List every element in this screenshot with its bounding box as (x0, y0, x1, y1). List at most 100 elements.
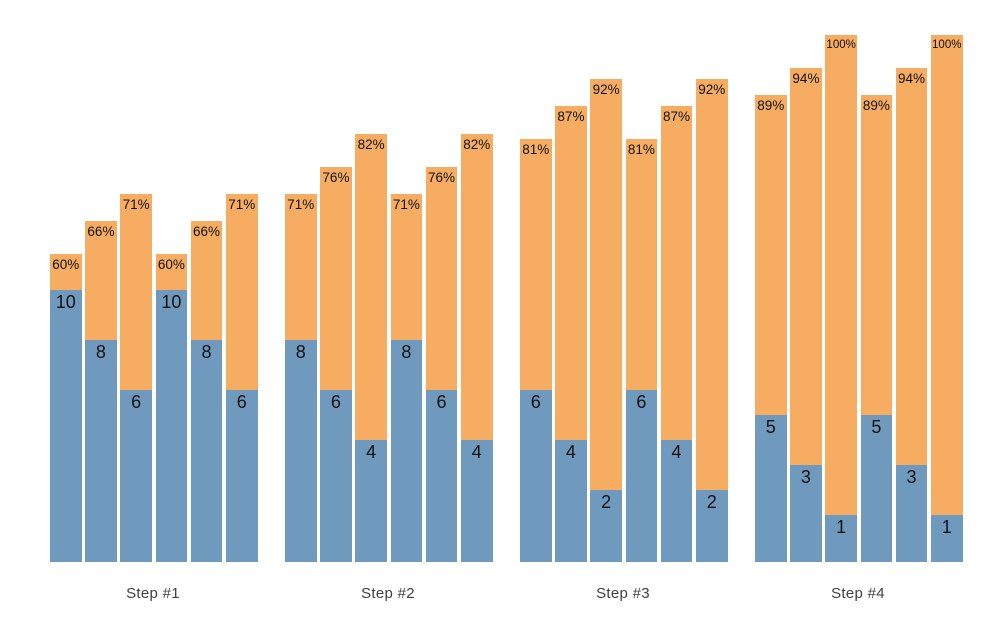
blue-segment (461, 439, 493, 562)
blue-segment (660, 439, 693, 562)
bar-total-pct-label: 87% (663, 109, 691, 125)
stacked-bar-g4-b1: 89% 5 (755, 95, 787, 562)
bar-blue-value-label: 8 (401, 341, 412, 362)
bar-blue-value-label: 6 (236, 391, 247, 412)
bar-blue-value-label: 3 (800, 466, 811, 487)
bar-total-pct-label: 92% (698, 81, 726, 97)
bar-total-pct-label: 81% (522, 142, 550, 158)
bar-total-pct-label: 71% (122, 196, 150, 212)
bar-blue-value-label: 6 (530, 391, 541, 412)
stacked-bar-g4-b5: 94% 3 (895, 67, 928, 562)
bar-blue-value-label: 4 (565, 441, 576, 462)
blue-segment (520, 389, 552, 562)
bar-blue-value-label: 2 (601, 491, 612, 512)
stacked-bar-g3-b4: 81% 6 (625, 139, 658, 562)
blue-segment (696, 489, 728, 562)
stacked-bar-g2-b5: 76% 6 (425, 166, 458, 562)
bar-total-pct-label: 66% (193, 224, 221, 240)
blue-segment (860, 414, 893, 562)
bar-blue-value-label: 1 (941, 517, 952, 537)
group-label-step-2: Step #2 (361, 585, 415, 602)
blue-segment (625, 389, 658, 562)
stacked-bar-g3-b6: 92% 2 (696, 78, 728, 562)
bar-blue-value-label: 1 (836, 517, 847, 537)
blue-segment (355, 439, 387, 562)
bar-blue-value-label: 5 (871, 416, 882, 437)
blue-segment (120, 389, 152, 562)
bar-total-pct-label: 71% (287, 196, 315, 212)
blue-segment (590, 489, 622, 562)
bar-blue-value-label: 8 (295, 341, 306, 362)
bar-blue-value-label: 8 (95, 341, 106, 362)
bar-total-pct-label: 92% (592, 81, 620, 97)
stacked-bar-g2-b4: 71% 8 (390, 193, 423, 562)
bar-total-pct-label: 94% (792, 70, 820, 86)
blue-segment (190, 339, 223, 562)
blue-segment (320, 389, 352, 562)
bar-total-pct-label: 81% (627, 142, 655, 158)
bar-total-pct-label: 71% (228, 196, 256, 212)
bar-blue-value-label: 5 (765, 416, 776, 437)
bar-blue-value-label: 6 (436, 391, 447, 412)
bar-total-pct-label: 60% (157, 257, 185, 273)
stacked-bar-g1-b5: 66% 8 (190, 221, 223, 562)
stacked-bar-g3-b1: 81% 6 (520, 139, 552, 562)
blue-segment (285, 339, 317, 562)
blue-segment (425, 389, 458, 562)
stacked-bar-g4-b3: 100% 1 (825, 35, 857, 562)
blue-segment (931, 515, 963, 562)
bar-total-pct-label: 100% (826, 39, 856, 51)
stacked-bar-g4-b6: 100% 1 (931, 35, 963, 562)
bar-total-pct-label: 82% (463, 136, 491, 152)
bar-total-pct-label: 89% (757, 98, 785, 114)
stacked-bar-g2-b6: 82% 4 (461, 133, 493, 562)
stacked-bar-g3-b2: 87% 4 (555, 106, 587, 562)
bar-blue-value-label: 4 (671, 441, 682, 462)
stacked-bar-g1-b3: 71% 6 (120, 193, 152, 562)
blue-segment (390, 339, 423, 562)
bar-total-pct-label: 76% (428, 169, 456, 185)
blue-segment (50, 289, 82, 562)
bar-blue-value-label: 8 (201, 341, 212, 362)
bar-blue-value-label: 6 (131, 391, 142, 412)
bar-total-pct-label: 76% (322, 169, 350, 185)
stacked-bar-g4-b2: 94% 3 (790, 67, 822, 562)
stacked-bar-g2-b3: 82% 4 (355, 133, 387, 562)
bar-total-pct-label: 100% (932, 39, 962, 51)
stacked-bar-g1-b4: 60% 10 (155, 254, 188, 562)
bar-total-pct-label: 94% (898, 70, 926, 86)
bar-total-pct-label: 60% (52, 257, 80, 273)
blue-segment (555, 439, 587, 562)
blue-segment (825, 515, 857, 562)
bar-total-pct-label: 87% (557, 109, 585, 125)
blue-segment (85, 339, 117, 562)
bar-total-pct-label: 66% (87, 224, 115, 240)
blue-segment (755, 414, 787, 562)
stacked-bar-g4-b4: 89% 5 (860, 95, 893, 562)
bar-blue-value-label: 10 (55, 291, 76, 312)
bar-total-pct-label: 71% (392, 196, 420, 212)
group-label-step-1: Step #1 (126, 585, 180, 602)
bar-blue-value-label: 4 (471, 441, 482, 462)
bar-blue-value-label: 4 (366, 441, 377, 462)
bar-blue-value-label: 6 (636, 391, 647, 412)
bar-blue-value-label: 3 (906, 466, 917, 487)
stacked-bar-g1-b6: 71% 6 (226, 193, 258, 562)
blue-segment (895, 464, 928, 562)
stacked-bar-g2-b2: 76% 6 (320, 166, 352, 562)
group-label-step-3: Step #3 (596, 585, 650, 602)
bar-total-pct-label: 89% (862, 98, 890, 114)
blue-segment (226, 389, 258, 562)
blue-segment (155, 289, 188, 562)
bar-blue-value-label: 2 (706, 491, 717, 512)
bar-blue-value-label: 10 (161, 291, 182, 312)
stacked-bar-g2-b1: 71% 8 (285, 193, 317, 562)
stacked-bar-g3-b5: 87% 4 (660, 106, 693, 562)
bar-blue-value-label: 6 (330, 391, 341, 412)
stacked-bar-g3-b3: 92% 2 (590, 78, 622, 562)
bar-total-pct-label: 82% (357, 136, 385, 152)
stacked-bar-g1-b1: 60% 10 (50, 254, 82, 562)
stacked-bar-g1-b2: 66% 8 (85, 221, 117, 562)
blue-segment (790, 464, 822, 562)
